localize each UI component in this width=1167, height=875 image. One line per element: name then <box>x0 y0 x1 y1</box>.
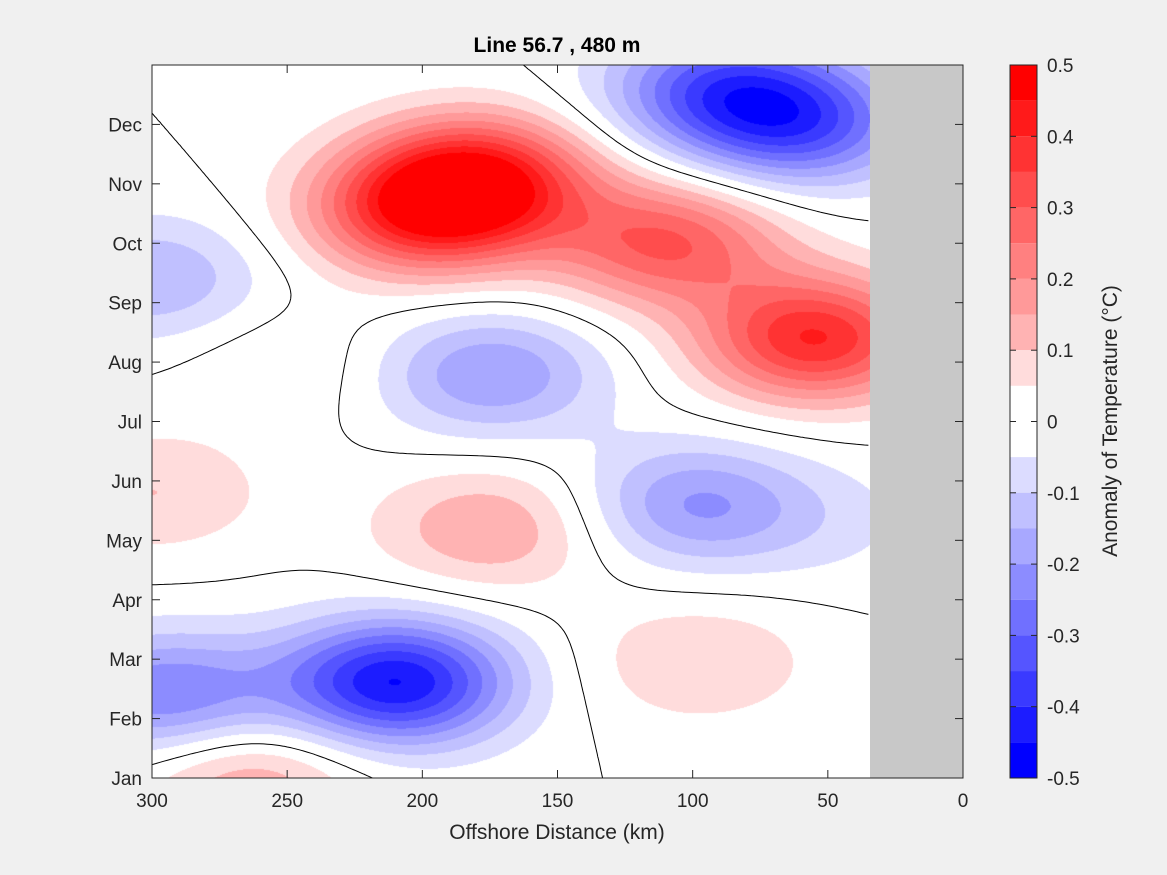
colorbar-swatch <box>1010 492 1037 529</box>
colorbar-tick-label: 0 <box>1047 413 1058 434</box>
colorbar-swatch <box>1010 528 1037 565</box>
y-tick-label: Jul <box>118 413 142 434</box>
colorbar-tick-label: -0.5 <box>1047 769 1080 790</box>
x-tick-label: 0 <box>958 791 969 812</box>
colorbar-swatch <box>1010 314 1037 351</box>
zero-contour-lines <box>152 65 869 778</box>
colorbar-swatch <box>1010 65 1037 101</box>
x-tick-label: 150 <box>542 791 574 812</box>
x-tick-label: 50 <box>817 791 838 812</box>
colorbar-swatch <box>1010 350 1037 386</box>
x-tick-label: 200 <box>406 791 438 812</box>
y-tick-label: Dec <box>108 115 142 136</box>
colorbar-tick-label: 0.4 <box>1047 127 1074 148</box>
y-tick-label: Apr <box>112 591 142 612</box>
colorbar: 0.5 0.4 0.3 0.2 0.1 0 -0.1 -0.2 -0.3 -0.4 -0.5 Ano… <box>1009 56 1122 790</box>
y-tick-label: Feb <box>109 710 142 731</box>
y-axis: Jan Feb Mar Apr May Jun Jul Aug Sep Oct Nov Dec <box>106 115 963 790</box>
y-tick-label: Jan <box>111 769 142 790</box>
colorbar-swatch <box>1010 171 1037 208</box>
colorbar-swatch <box>1010 742 1037 778</box>
colorbar-tick-label: -0.2 <box>1047 555 1080 576</box>
x-tick-label: 300 <box>136 791 168 812</box>
colorbar-swatch <box>1010 136 1037 172</box>
no-data-region <box>870 65 963 778</box>
colorbar-tick-label: 0.5 <box>1047 56 1073 77</box>
colorbar-tick-label: 0.1 <box>1047 341 1073 362</box>
plot-area <box>151 64 964 779</box>
colorbar-tick-label: -0.4 <box>1047 698 1080 719</box>
colorbar-swatch <box>1010 243 1037 279</box>
y-tick-label: May <box>106 531 142 552</box>
x-tick-label: 100 <box>677 791 709 812</box>
y-tick-label: Nov <box>108 175 142 196</box>
colorbar-swatch <box>1010 671 1037 707</box>
colorbar-swatch <box>1010 599 1037 636</box>
y-tick-label: Oct <box>112 234 142 255</box>
colorbar-swatch <box>1010 100 1037 137</box>
y-tick-label: Aug <box>108 353 142 374</box>
colorbar-swatch <box>1010 207 1037 244</box>
colorbar-tick-label: -0.3 <box>1047 626 1080 647</box>
colorbar-swatch <box>1010 706 1037 743</box>
chart-title: Line 56.7 , 480 m <box>474 34 641 57</box>
colorbar-swatch <box>1010 635 1037 672</box>
x-axis-label: Offshore Distance (km) <box>449 821 665 844</box>
colorbar-swatches <box>1010 65 1037 778</box>
anomaly-field <box>152 65 870 778</box>
y-tick-label: Sep <box>108 294 142 315</box>
colorbar-tick-label: 0.2 <box>1047 270 1073 291</box>
colorbar-swatch <box>1010 278 1037 315</box>
x-axis: 300 250 200 150 100 50 0 <box>136 65 968 812</box>
colorbar-tick-label: 0.3 <box>1047 199 1073 220</box>
colorbar-swatch <box>1010 457 1037 493</box>
y-tick-label: Mar <box>109 650 142 671</box>
x-tick-label: 250 <box>271 791 303 812</box>
zero-contour <box>152 65 869 778</box>
y-tick-label: Jun <box>111 472 142 493</box>
colorbar-swatch <box>1010 385 1037 422</box>
colorbar-swatch <box>1010 421 1037 458</box>
colorbar-swatch <box>1010 564 1037 600</box>
colorbar-label: Anomaly of Temperature (°C) <box>1099 285 1122 557</box>
colorbar-ticks: 0.5 0.4 0.3 0.2 0.1 0 -0.1 -0.2 -0.3 -0.4 -0.5 <box>1010 56 1080 790</box>
colorbar-tick-label: -0.1 <box>1047 484 1080 505</box>
